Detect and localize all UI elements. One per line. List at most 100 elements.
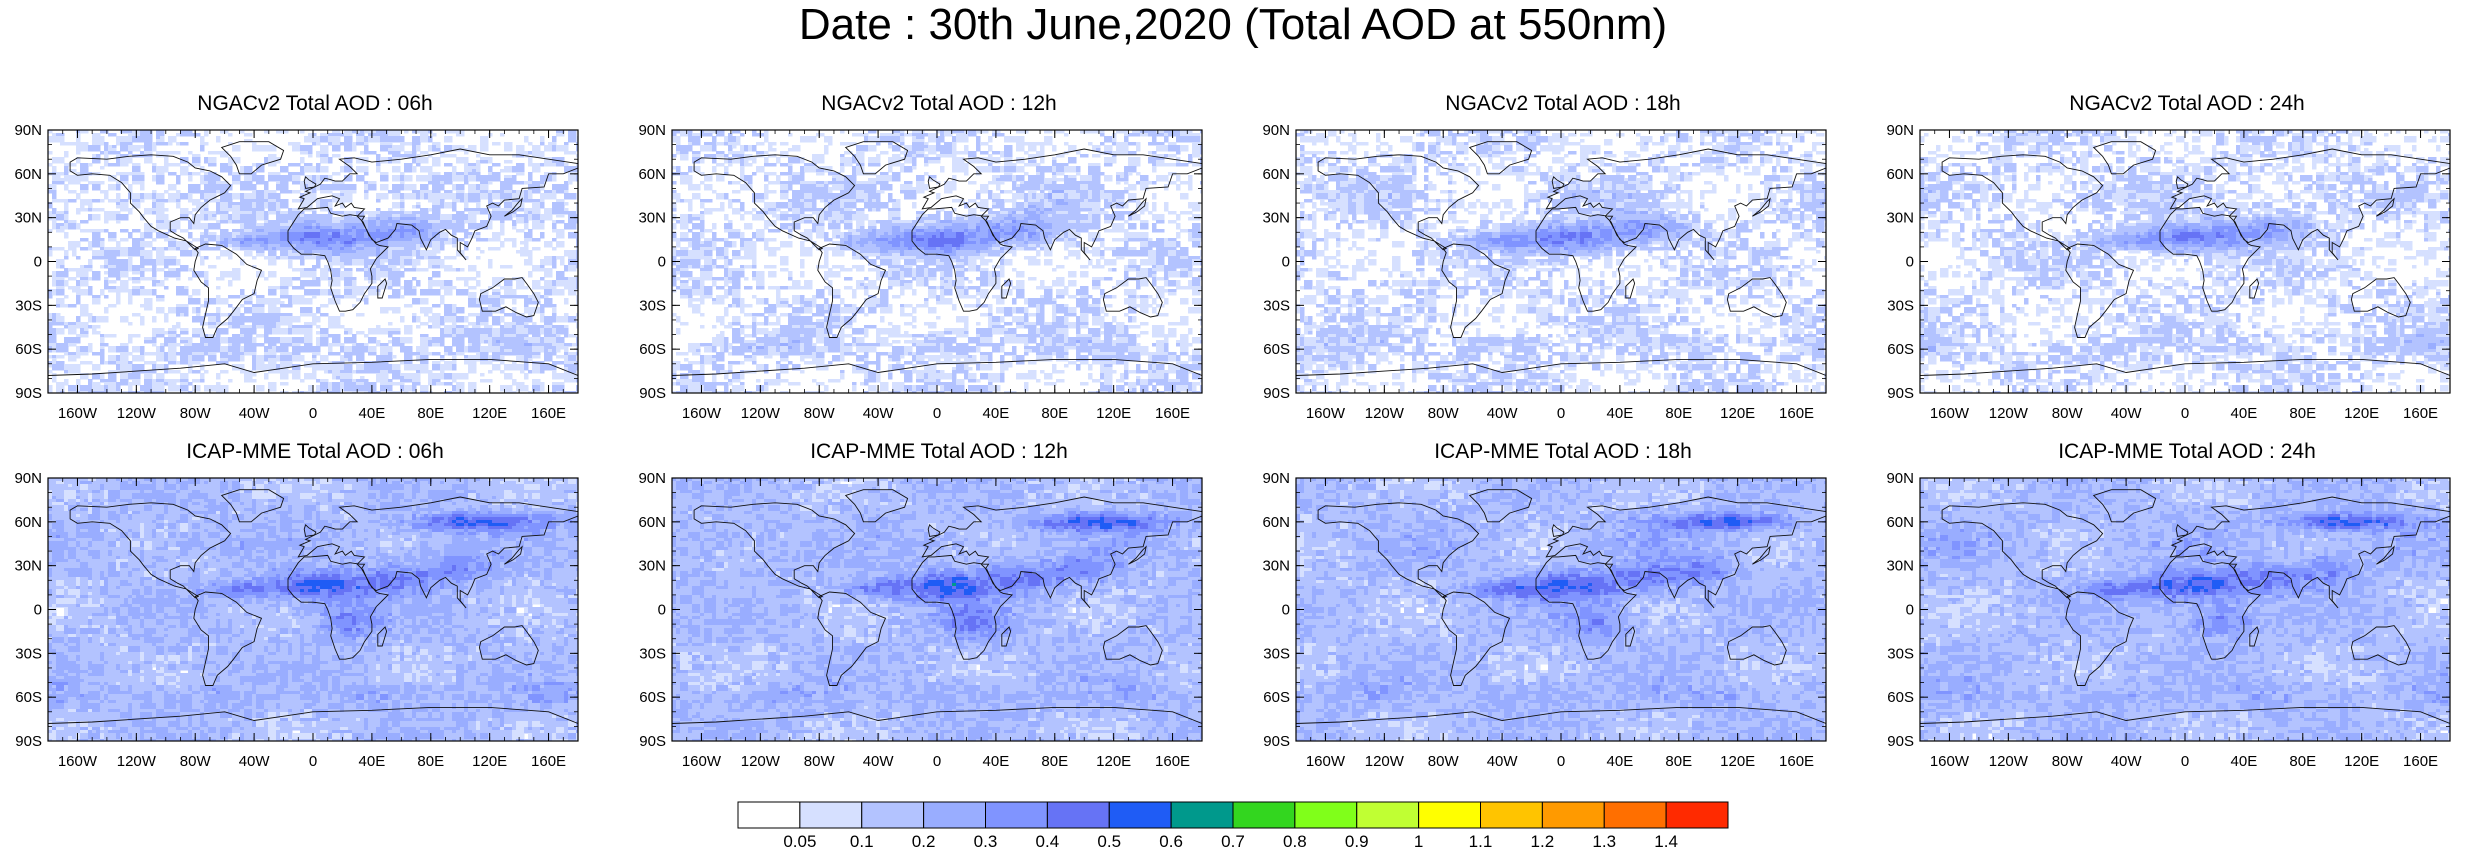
aod-cell xyxy=(424,289,429,293)
aod-cell xyxy=(436,163,441,167)
aod-cell xyxy=(436,208,441,212)
aod-cell xyxy=(392,136,397,140)
aod-cell xyxy=(76,160,81,164)
aod-cell xyxy=(76,244,81,248)
aod-cell xyxy=(264,298,269,302)
aod-cell xyxy=(408,142,413,146)
aod-cell xyxy=(364,217,369,221)
aod-cell xyxy=(148,262,153,266)
aod-cell xyxy=(64,184,69,188)
aod-cell xyxy=(140,247,145,251)
aod-cell xyxy=(148,148,153,152)
aod-cell xyxy=(564,250,569,254)
aod-cell xyxy=(376,139,381,143)
aod-cell xyxy=(100,316,105,320)
aod-cell xyxy=(140,262,145,266)
aod-cell xyxy=(564,301,569,305)
aod-cell xyxy=(472,277,477,281)
aod-cell xyxy=(416,193,421,197)
aod-cell xyxy=(232,145,237,149)
aod-cell xyxy=(212,214,217,218)
aod-cell xyxy=(348,274,353,278)
aod-cell xyxy=(536,211,541,215)
aod-cell xyxy=(56,286,61,290)
aod-cell xyxy=(320,190,325,194)
aod-cell xyxy=(532,238,537,242)
aod-cell xyxy=(204,133,209,137)
aod-cell xyxy=(432,250,437,254)
aod-cell xyxy=(244,133,249,137)
aod-cell xyxy=(376,217,381,221)
aod-cell xyxy=(440,232,445,236)
aod-cell xyxy=(284,178,289,182)
aod-cell xyxy=(152,145,157,149)
aod-cell xyxy=(492,283,497,287)
aod-cell xyxy=(132,271,137,275)
aod-cell xyxy=(300,232,305,236)
aod-cell xyxy=(412,316,417,320)
aod-cell xyxy=(344,253,349,257)
aod-cell xyxy=(552,184,557,188)
aod-cell xyxy=(536,202,541,206)
aod-cell xyxy=(528,301,533,305)
aod-cell xyxy=(52,175,57,179)
aod-cell xyxy=(352,232,357,236)
aod-cell xyxy=(296,172,301,176)
aod-cell xyxy=(432,163,437,167)
aod-cell xyxy=(292,250,297,254)
aod-cell xyxy=(128,208,133,212)
aod-cell xyxy=(204,160,209,164)
aod-cell xyxy=(292,181,297,185)
aod-cell xyxy=(332,289,337,293)
aod-cell xyxy=(48,295,53,299)
aod-cell xyxy=(492,178,497,182)
aod-cell xyxy=(420,133,425,137)
aod-cell xyxy=(140,235,145,239)
aod-cell xyxy=(132,247,137,251)
aod-cell xyxy=(424,253,429,257)
aod-cell xyxy=(508,238,513,242)
aod-cell xyxy=(172,196,177,200)
aod-cell xyxy=(548,163,553,167)
aod-cell xyxy=(228,244,233,248)
aod-cell xyxy=(404,325,409,329)
aod-cell xyxy=(420,289,425,293)
aod-cell xyxy=(244,178,249,182)
aod-cell xyxy=(440,226,445,230)
aod-cell xyxy=(64,187,69,191)
aod-cell xyxy=(132,145,137,149)
aod-cell xyxy=(260,145,265,149)
aod-cell xyxy=(88,265,93,269)
aod-cell xyxy=(528,160,533,164)
aod-cell xyxy=(456,253,461,257)
aod-cell xyxy=(144,142,149,146)
aod-cell xyxy=(112,199,117,203)
aod-cell xyxy=(108,259,113,263)
aod-cell xyxy=(400,148,405,152)
aod-cell xyxy=(564,208,569,212)
aod-cell xyxy=(372,139,377,143)
aod-cell xyxy=(452,286,457,290)
aod-cell xyxy=(432,142,437,146)
aod-cell xyxy=(240,313,245,317)
aod-cell xyxy=(360,268,365,272)
aod-cell xyxy=(260,325,265,329)
aod-cell xyxy=(200,217,205,221)
aod-cell xyxy=(188,151,193,155)
aod-cell xyxy=(156,253,161,257)
aod-cell xyxy=(128,322,133,326)
aod-cell xyxy=(312,238,317,242)
aod-cell xyxy=(332,256,337,260)
aod-cell xyxy=(268,247,273,251)
aod-cell xyxy=(380,172,385,176)
aod-cell xyxy=(280,301,285,305)
aod-cell xyxy=(208,172,213,176)
aod-cell xyxy=(260,238,265,242)
aod-cell xyxy=(572,226,577,230)
aod-cell xyxy=(132,250,137,254)
aod-cell xyxy=(144,145,149,149)
aod-cell xyxy=(296,220,301,224)
aod-cell xyxy=(488,259,493,263)
aod-cell xyxy=(208,187,213,191)
aod-cell xyxy=(312,250,317,254)
